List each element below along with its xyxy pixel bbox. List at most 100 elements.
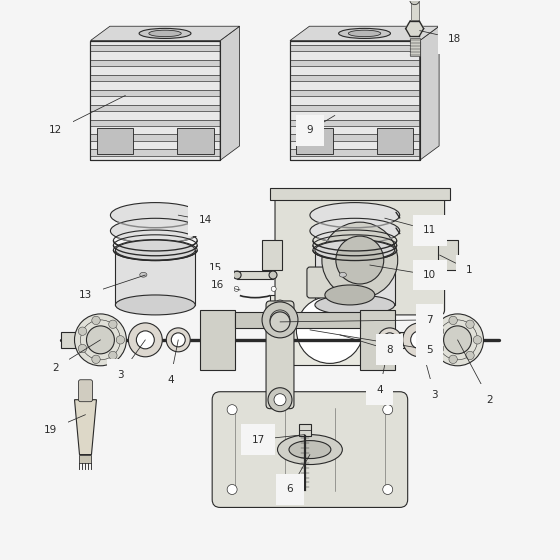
Circle shape: [109, 320, 117, 329]
Circle shape: [382, 333, 396, 347]
Bar: [60, 332, 115, 348]
Ellipse shape: [110, 203, 200, 228]
Text: 4: 4: [376, 340, 390, 395]
Text: 8: 8: [340, 335, 393, 355]
Bar: [437, 240, 458, 270]
Text: 18: 18: [419, 31, 461, 44]
Bar: [270, 295, 390, 365]
Polygon shape: [220, 26, 240, 160]
Bar: [290, 105, 419, 111]
Text: 11: 11: [385, 218, 436, 235]
Bar: [91, 90, 220, 96]
Circle shape: [405, 20, 424, 38]
Bar: [290, 150, 419, 156]
FancyBboxPatch shape: [212, 392, 408, 507]
Bar: [178, 128, 214, 155]
Bar: [296, 128, 333, 155]
Circle shape: [375, 350, 385, 360]
Circle shape: [270, 312, 290, 332]
Circle shape: [382, 484, 393, 494]
Bar: [91, 40, 220, 160]
Bar: [290, 45, 419, 52]
Ellipse shape: [310, 218, 400, 244]
Circle shape: [322, 222, 398, 298]
Circle shape: [466, 320, 474, 329]
Circle shape: [227, 405, 237, 414]
Text: 3: 3: [419, 340, 438, 400]
Circle shape: [92, 316, 100, 325]
Circle shape: [234, 286, 239, 291]
Bar: [115, 250, 195, 305]
Ellipse shape: [325, 285, 375, 305]
Circle shape: [403, 323, 437, 357]
Bar: [410, 38, 419, 55]
Ellipse shape: [140, 272, 147, 277]
Bar: [360, 310, 395, 370]
Bar: [290, 40, 419, 160]
Text: 3: 3: [117, 340, 146, 380]
Bar: [200, 310, 235, 370]
Circle shape: [128, 323, 162, 357]
Text: 6: 6: [287, 455, 310, 494]
Ellipse shape: [339, 272, 347, 277]
Bar: [91, 134, 220, 141]
Ellipse shape: [278, 435, 342, 465]
Bar: [91, 105, 220, 111]
Circle shape: [270, 310, 290, 330]
Text: 14: 14: [178, 215, 212, 225]
Bar: [410, 2, 419, 20]
Circle shape: [275, 350, 285, 360]
Ellipse shape: [315, 240, 395, 260]
Circle shape: [275, 300, 285, 310]
Bar: [290, 60, 419, 67]
Circle shape: [92, 355, 100, 363]
Circle shape: [78, 327, 87, 335]
Text: 17: 17: [251, 435, 305, 445]
Ellipse shape: [110, 218, 200, 244]
Bar: [91, 119, 220, 126]
Bar: [290, 134, 419, 141]
Text: 13: 13: [79, 275, 146, 300]
Ellipse shape: [289, 441, 331, 459]
Circle shape: [227, 484, 237, 494]
Circle shape: [109, 351, 117, 360]
Bar: [91, 60, 220, 67]
Text: 19: 19: [44, 414, 86, 435]
Ellipse shape: [269, 271, 277, 279]
Text: 2: 2: [458, 340, 493, 405]
Bar: [315, 250, 395, 305]
Bar: [290, 119, 419, 126]
Circle shape: [444, 326, 472, 354]
Bar: [91, 45, 220, 52]
Text: 7: 7: [280, 315, 433, 325]
FancyBboxPatch shape: [307, 267, 353, 298]
Polygon shape: [74, 400, 96, 455]
Circle shape: [268, 388, 292, 412]
Circle shape: [136, 331, 155, 349]
Circle shape: [78, 344, 87, 353]
Circle shape: [473, 335, 482, 344]
Circle shape: [86, 326, 114, 354]
Bar: [270, 188, 450, 200]
Bar: [91, 150, 220, 156]
Circle shape: [449, 316, 458, 325]
Ellipse shape: [310, 203, 400, 228]
Circle shape: [296, 296, 363, 363]
Bar: [91, 74, 220, 81]
Bar: [390, 332, 445, 348]
Bar: [377, 128, 413, 155]
Circle shape: [432, 314, 483, 366]
Circle shape: [449, 355, 458, 363]
FancyBboxPatch shape: [78, 380, 92, 402]
Circle shape: [262, 302, 298, 338]
Bar: [235, 312, 360, 328]
Text: 5: 5: [310, 330, 433, 355]
FancyBboxPatch shape: [275, 195, 445, 315]
Circle shape: [435, 344, 444, 353]
Bar: [97, 128, 133, 155]
Bar: [237, 271, 273, 279]
Ellipse shape: [233, 271, 241, 279]
Text: 15: 15: [208, 263, 240, 273]
Text: 2: 2: [52, 340, 100, 373]
Circle shape: [466, 351, 474, 360]
